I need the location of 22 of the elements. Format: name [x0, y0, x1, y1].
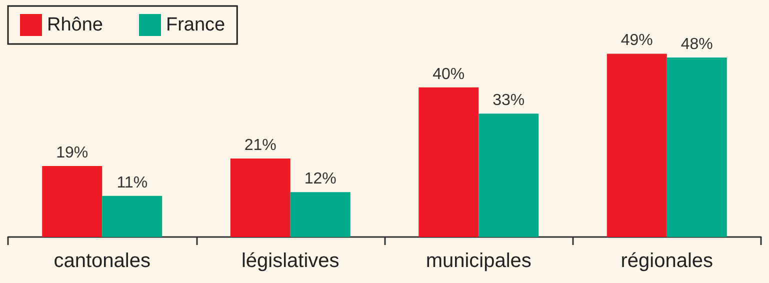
legend-label: France [166, 14, 226, 36]
bar [418, 87, 479, 237]
bar [230, 158, 290, 237]
data-label: 21% [244, 136, 276, 154]
bar [666, 57, 727, 237]
x-tick-label: municipales [426, 250, 532, 272]
data-label: 12% [304, 170, 336, 188]
bar [478, 114, 539, 237]
x-tick-label: législatives [241, 250, 340, 272]
data-label: 49% [620, 32, 653, 50]
data-label: 11% [116, 174, 148, 192]
x-tick-label: régionales [620, 250, 714, 272]
legend-label: Rhône [47, 14, 103, 36]
data-label: 33% [492, 92, 525, 110]
data-label: 48% [680, 36, 713, 53]
bar [606, 54, 667, 237]
bar [42, 166, 102, 237]
bar [290, 192, 350, 237]
bar [102, 196, 162, 237]
x-tick-label: cantonales [54, 250, 150, 272]
data-label: 40% [432, 66, 465, 83]
data-label: 19% [56, 144, 88, 162]
